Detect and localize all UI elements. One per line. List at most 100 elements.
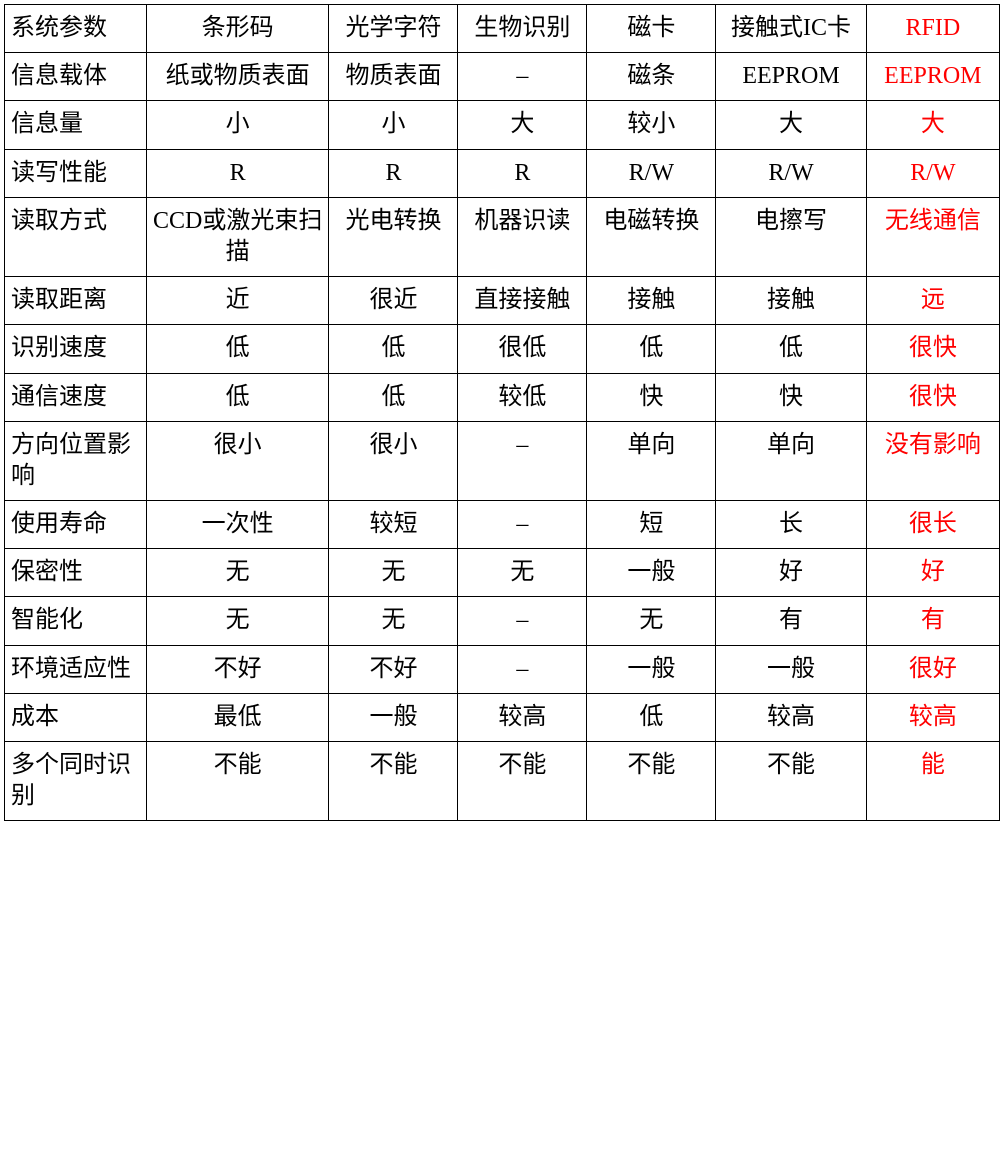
table-row: 读取方式CCD或激光束扫描光电转换机器识读电磁转换电擦写无线通信 [5,197,1000,276]
table-cell: 有 [716,597,866,645]
table-cell: 信息载体 [5,53,147,101]
table-cell: R [458,149,587,197]
table-cell: 很好 [866,645,999,693]
table-row: 系统参数条形码光学字符生物识别磁卡接触式IC卡RFID [5,5,1000,53]
table-cell: 有 [866,597,999,645]
table-row: 方向位置影响很小很小–单向单向没有影响 [5,421,1000,500]
table-cell: 好 [716,549,866,597]
table-cell: 没有影响 [866,421,999,500]
table-cell: RFID [866,5,999,53]
table-row: 信息量小小大较小大大 [5,101,1000,149]
table-row: 通信速度低低较低快快很快 [5,373,1000,421]
table-cell: – [458,421,587,500]
table-cell: 快 [587,373,716,421]
table-cell: 一般 [329,693,458,741]
table-cell: R/W [587,149,716,197]
table-cell: 磁条 [587,53,716,101]
table-cell: 一次性 [146,501,329,549]
table-cell: 低 [329,373,458,421]
table-cell: 不能 [458,742,587,821]
table-cell: 很近 [329,277,458,325]
table-cell: EEPROM [866,53,999,101]
table-cell: – [458,597,587,645]
table-cell: 多个同时识别 [5,742,147,821]
table-cell: 能 [866,742,999,821]
table-cell: 大 [716,101,866,149]
table-cell: 使用寿命 [5,501,147,549]
table-cell: 单向 [716,421,866,500]
table-cell: 条形码 [146,5,329,53]
table-cell: 低 [587,693,716,741]
table-cell: 系统参数 [5,5,147,53]
table-cell: 大 [866,101,999,149]
table-cell: 很小 [329,421,458,500]
table-cell: 较高 [716,693,866,741]
table-cell: 一般 [587,645,716,693]
table-cell: 好 [866,549,999,597]
table-cell: 光电转换 [329,197,458,276]
table-cell: 方向位置影响 [5,421,147,500]
table-cell: 接触 [716,277,866,325]
table-row: 读取距离近很近直接接触接触接触远 [5,277,1000,325]
table-row: 读写性能RRRR/WR/WR/W [5,149,1000,197]
table-cell: 环境适应性 [5,645,147,693]
table-cell: 无 [146,597,329,645]
table-row: 信息载体纸或物质表面物质表面–磁条EEPROMEEPROM [5,53,1000,101]
table-cell: 很快 [866,325,999,373]
table-cell: 磁卡 [587,5,716,53]
table-body: 系统参数条形码光学字符生物识别磁卡接触式IC卡RFID信息载体纸或物质表面物质表… [5,5,1000,821]
table-cell: 短 [587,501,716,549]
table-cell: 生物识别 [458,5,587,53]
table-cell: 不好 [329,645,458,693]
table-cell: 直接接触 [458,277,587,325]
table-cell: R [329,149,458,197]
table-cell: 较小 [587,101,716,149]
table-row: 使用寿命一次性较短–短长很长 [5,501,1000,549]
table-row: 识别速度低低很低低低很快 [5,325,1000,373]
table-row: 保密性无无无一般好好 [5,549,1000,597]
table-cell: 接触式IC卡 [716,5,866,53]
table-cell: R/W [866,149,999,197]
table-cell: 较高 [866,693,999,741]
table-cell: 不好 [146,645,329,693]
table-cell: 低 [716,325,866,373]
table-cell: 光学字符 [329,5,458,53]
table-cell: 接触 [587,277,716,325]
table-cell: 较短 [329,501,458,549]
table-cell: 单向 [587,421,716,500]
table-cell: 一般 [716,645,866,693]
table-cell: 成本 [5,693,147,741]
table-cell: 较低 [458,373,587,421]
table-cell: 较高 [458,693,587,741]
table-cell: 低 [146,325,329,373]
table-cell: 大 [458,101,587,149]
table-cell: – [458,501,587,549]
table-cell: 不能 [716,742,866,821]
table-cell: R [146,149,329,197]
table-cell: 不能 [587,742,716,821]
table-cell: 智能化 [5,597,147,645]
table-cell: 电磁转换 [587,197,716,276]
table-cell: CCD或激光束扫描 [146,197,329,276]
table-cell: 无线通信 [866,197,999,276]
table-cell: 低 [329,325,458,373]
table-row: 成本最低一般较高低较高较高 [5,693,1000,741]
table-cell: 纸或物质表面 [146,53,329,101]
table-cell: 不能 [329,742,458,821]
table-cell: 通信速度 [5,373,147,421]
table-cell: 物质表面 [329,53,458,101]
table-cell: 很长 [866,501,999,549]
table-cell: 一般 [587,549,716,597]
table-cell: 读取方式 [5,197,147,276]
table-cell: R/W [716,149,866,197]
table-cell: – [458,53,587,101]
comparison-table: 系统参数条形码光学字符生物识别磁卡接触式IC卡RFID信息载体纸或物质表面物质表… [4,4,1000,821]
table-cell: 低 [146,373,329,421]
table-cell: – [458,645,587,693]
table-cell: 最低 [146,693,329,741]
table-cell: 保密性 [5,549,147,597]
table-cell: 不能 [146,742,329,821]
table-cell: 电擦写 [716,197,866,276]
table-cell: 机器识读 [458,197,587,276]
table-cell: 无 [329,549,458,597]
